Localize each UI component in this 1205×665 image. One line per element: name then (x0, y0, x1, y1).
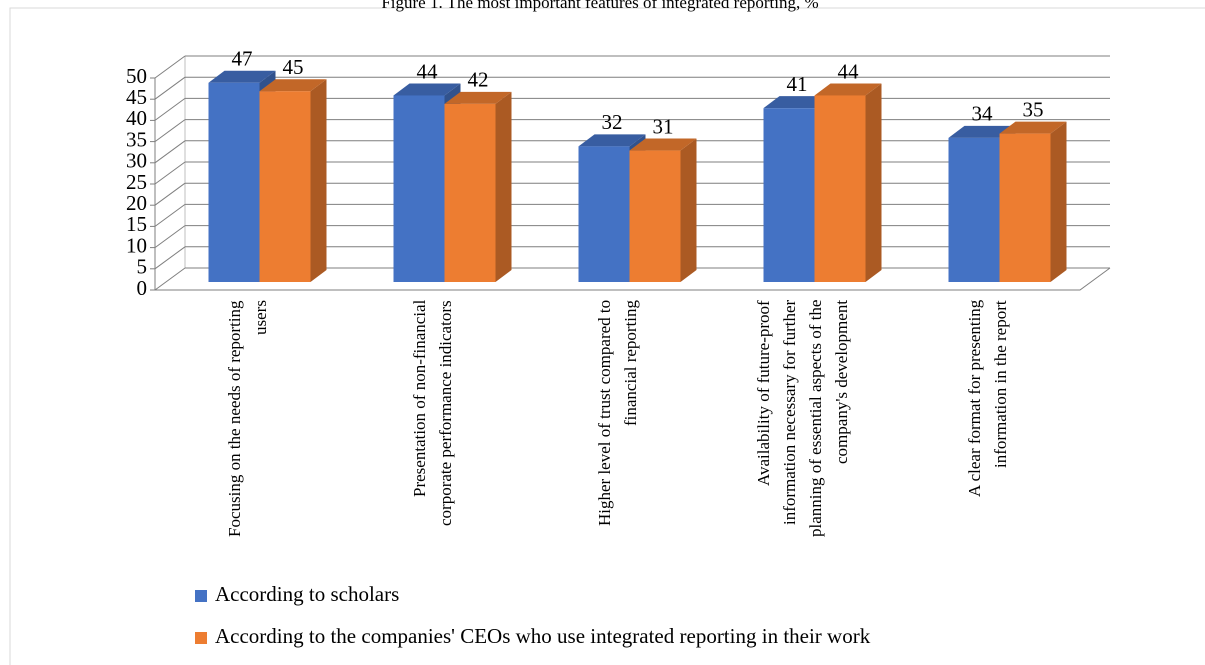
bar-face (259, 91, 311, 282)
legend-swatch (195, 632, 207, 644)
legend-swatch (195, 590, 207, 602)
x-tick-label: Availability of future-proof information… (753, 300, 851, 538)
bar-face (393, 83, 461, 96)
grid-line (154, 267, 186, 291)
data-label: 41 (787, 72, 808, 96)
bar-face (999, 121, 1067, 134)
grid-line (154, 182, 186, 206)
chart-border (9, 7, 1205, 665)
bar-face (495, 91, 512, 282)
bar-face (999, 133, 1051, 282)
legend-label: According to scholars (215, 582, 399, 606)
bar-face (444, 103, 496, 282)
bar-face (578, 146, 630, 282)
bar (444, 91, 512, 282)
bar-face (680, 138, 697, 282)
bar-face (814, 95, 866, 282)
bar-face (393, 95, 445, 282)
data-label: 32 (602, 110, 623, 134)
data-label: 34 (972, 102, 994, 126)
grid-line (154, 161, 186, 185)
y-tick-label: 35 (126, 127, 147, 151)
bar-face (310, 79, 327, 282)
y-tick-label: 15 (126, 212, 147, 236)
y-tick-label: 40 (126, 106, 147, 130)
y-tick-label: 25 (126, 170, 147, 194)
grid-line (154, 119, 186, 143)
data-label: 35 (1023, 97, 1044, 121)
bar-face (259, 79, 327, 92)
bar-face (208, 70, 276, 83)
bar-face (948, 137, 1000, 282)
bar-face (814, 83, 882, 96)
data-label: 44 (417, 59, 439, 83)
data-label: 45 (283, 55, 304, 79)
bar-face (629, 138, 697, 151)
legend-label: According to the companies' CEOs who use… (215, 624, 871, 648)
grid-line (154, 203, 186, 227)
data-label: 44 (838, 59, 860, 83)
y-tick-label: 45 (126, 85, 147, 109)
y-tick-label: 0 (137, 276, 148, 300)
bar-face (629, 150, 681, 282)
bar-face (865, 83, 882, 282)
bar-face (763, 96, 831, 109)
grid-line (154, 55, 186, 79)
grid-line (154, 140, 186, 164)
x-tick-label: Focusing on the needs of reporting users (224, 300, 270, 537)
y-tick-label: 30 (126, 149, 147, 173)
bar (814, 83, 882, 282)
x-tick-label: A clear format for presenting informatio… (964, 300, 1010, 498)
y-tick-label: 50 (126, 64, 147, 88)
floor (155, 267, 1111, 291)
bar-face (578, 134, 646, 147)
grid-line (154, 76, 186, 100)
chart-title: Figure 1. The most important features of… (381, 0, 818, 12)
grid-line (154, 246, 186, 270)
x-tick-label: Presentation of non-financial corporate … (409, 300, 455, 526)
bar-face (1050, 121, 1067, 282)
bar (629, 138, 697, 282)
bar-face (763, 108, 815, 282)
data-label: 31 (653, 114, 674, 138)
bar-face (208, 82, 260, 282)
bar-face (444, 91, 512, 104)
data-label: 47 (232, 47, 253, 71)
grid-line (154, 225, 186, 249)
grid-line (154, 97, 186, 121)
bar-face (948, 125, 1016, 138)
y-tick-label: 5 (137, 255, 148, 279)
data-label: 42 (468, 68, 489, 92)
y-tick-label: 10 (126, 233, 147, 257)
bar (259, 79, 327, 282)
y-tick-label: 20 (126, 191, 147, 215)
x-tick-label: Higher level of trust compared to financ… (594, 300, 640, 527)
bar (999, 121, 1067, 282)
